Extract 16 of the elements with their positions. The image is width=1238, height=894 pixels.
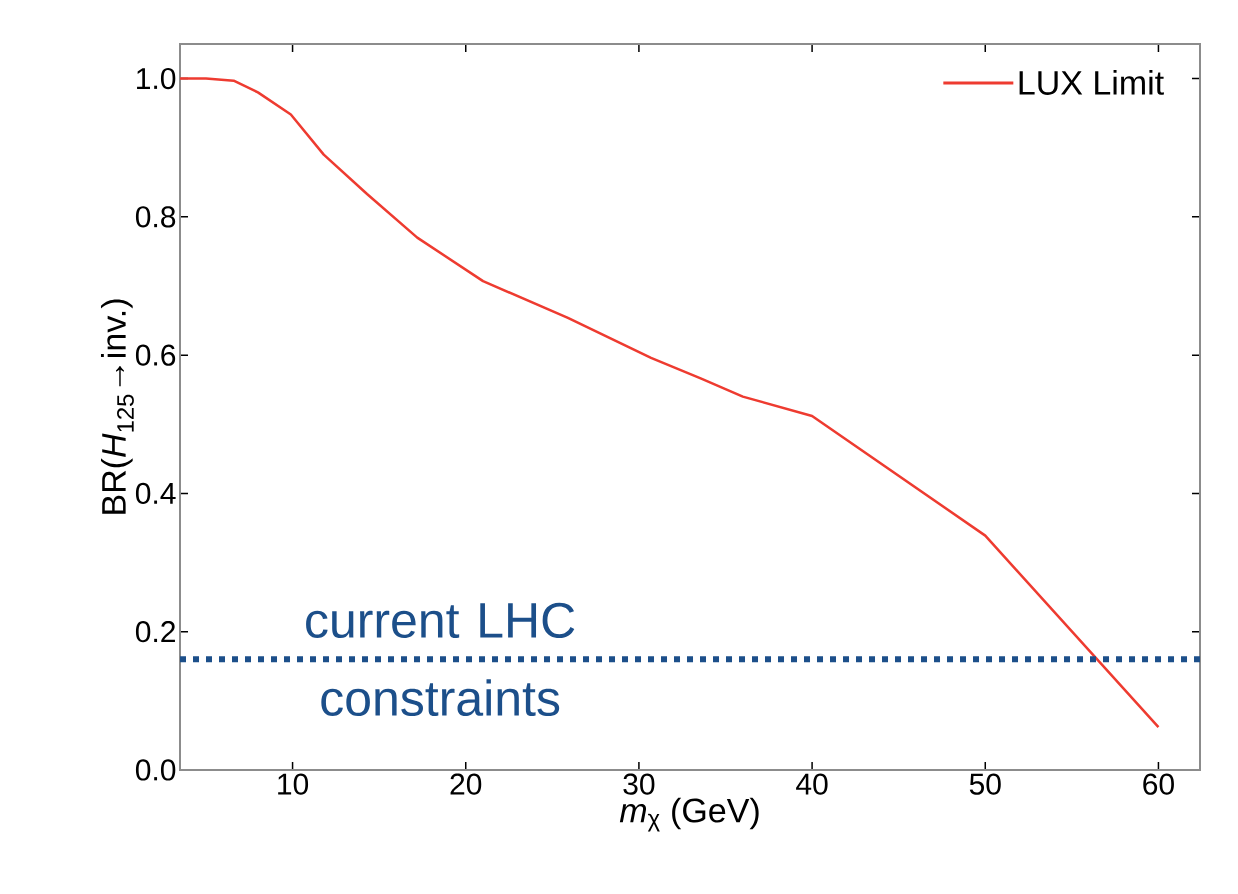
x-tick-label: 20 — [450, 773, 482, 795]
x-axis-title: m$_{χ}$ (GeV) — [619, 797, 759, 832]
y-axis-title: BR(H$_{125}$→inv.) — [100, 299, 134, 514]
y-tick-label: 0.0 — [135, 759, 176, 781]
y-tick-label: 0.8 — [135, 206, 176, 228]
y-tick-label: 0.2 — [135, 621, 175, 643]
x-tick-label: 10 — [278, 773, 309, 795]
x-tick-label: 60 — [1143, 773, 1174, 795]
ref-line-label: current LHC constraints — [306, 602, 575, 717]
x-tick-label: 50 — [969, 773, 1001, 795]
legend-label: LUX Limit — [1019, 69, 1164, 95]
x-tick-label: 30 — [623, 773, 655, 795]
y-tick-label: 0.4 — [135, 482, 176, 505]
y-tick-label: 1.0 — [137, 67, 176, 90]
x-tick-label: 40 — [796, 773, 828, 795]
y-tick-label: 0.6 — [135, 344, 176, 366]
